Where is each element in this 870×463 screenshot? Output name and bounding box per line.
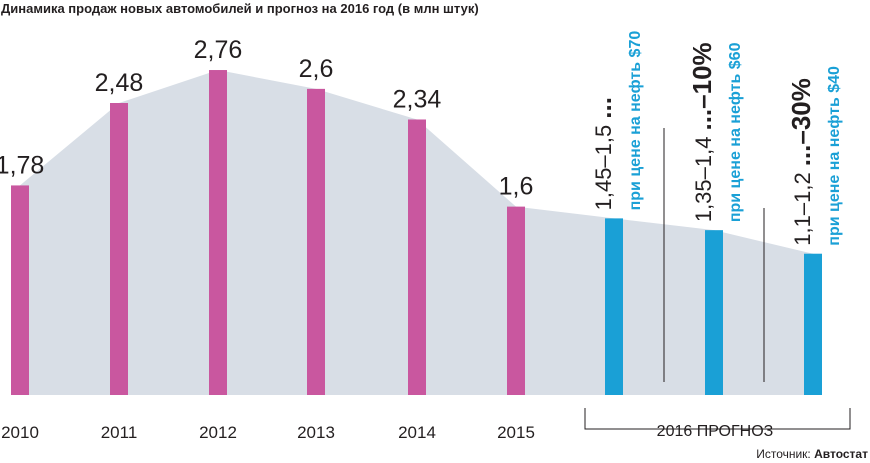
source-name: Автостат [814, 447, 868, 461]
forecast-label: 2016 ПРОГНОЗ [657, 423, 774, 440]
forecast-range: 1,35–1,4 [691, 137, 716, 223]
bar-2015 [507, 206, 525, 395]
year-label: 2010 [1, 423, 39, 442]
year-label: 2013 [297, 423, 335, 442]
forecast-condition: при цене на нефть $60 [727, 42, 744, 222]
forecast-percent: ...–10% [687, 42, 717, 130]
year-label: 2012 [199, 423, 237, 442]
bar-2010 [11, 185, 29, 395]
bar-2013 [307, 88, 325, 395]
forecast-condition: при цене на нефть $70 [627, 31, 644, 211]
value-label: 1,6 [499, 173, 534, 201]
forecast-range-label: 1,1–1,2 ...–30% [786, 78, 816, 246]
value-label: 2,48 [95, 69, 144, 97]
bar-2012 [209, 70, 227, 395]
chart-title: Динамика продаж новых автомобилей и прог… [1, 1, 479, 16]
value-label: 1,78 [0, 151, 44, 179]
source-note: Источник: Автостат [756, 447, 868, 461]
bar-2014 [408, 119, 426, 395]
year-label: 2011 [101, 423, 138, 442]
year-label: 2015 [497, 423, 535, 442]
forecast-percent: ... [587, 97, 617, 119]
forecast-percent: ...–30% [786, 78, 816, 166]
forecast-range: 1,45–1,5 [591, 125, 616, 211]
value-label: 2,34 [393, 85, 442, 113]
forecast-bar [804, 253, 822, 395]
forecast-bracket [584, 408, 851, 430]
source-label: Источник: [756, 447, 811, 461]
forecast-range-label: 1,35–1,4 ...–10% [687, 42, 717, 222]
forecast-condition: при цене на нефть $40 [826, 66, 843, 246]
year-label: 2014 [398, 423, 436, 442]
forecast-bar [605, 218, 623, 395]
value-label: 2,6 [299, 55, 334, 83]
forecast-range-label: 1,45–1,5... [587, 97, 617, 210]
value-label: 2,76 [194, 36, 243, 64]
forecast-bar [705, 230, 723, 395]
forecast-range: 1,1–1,2 [790, 172, 815, 245]
bar-2011 [110, 103, 128, 395]
